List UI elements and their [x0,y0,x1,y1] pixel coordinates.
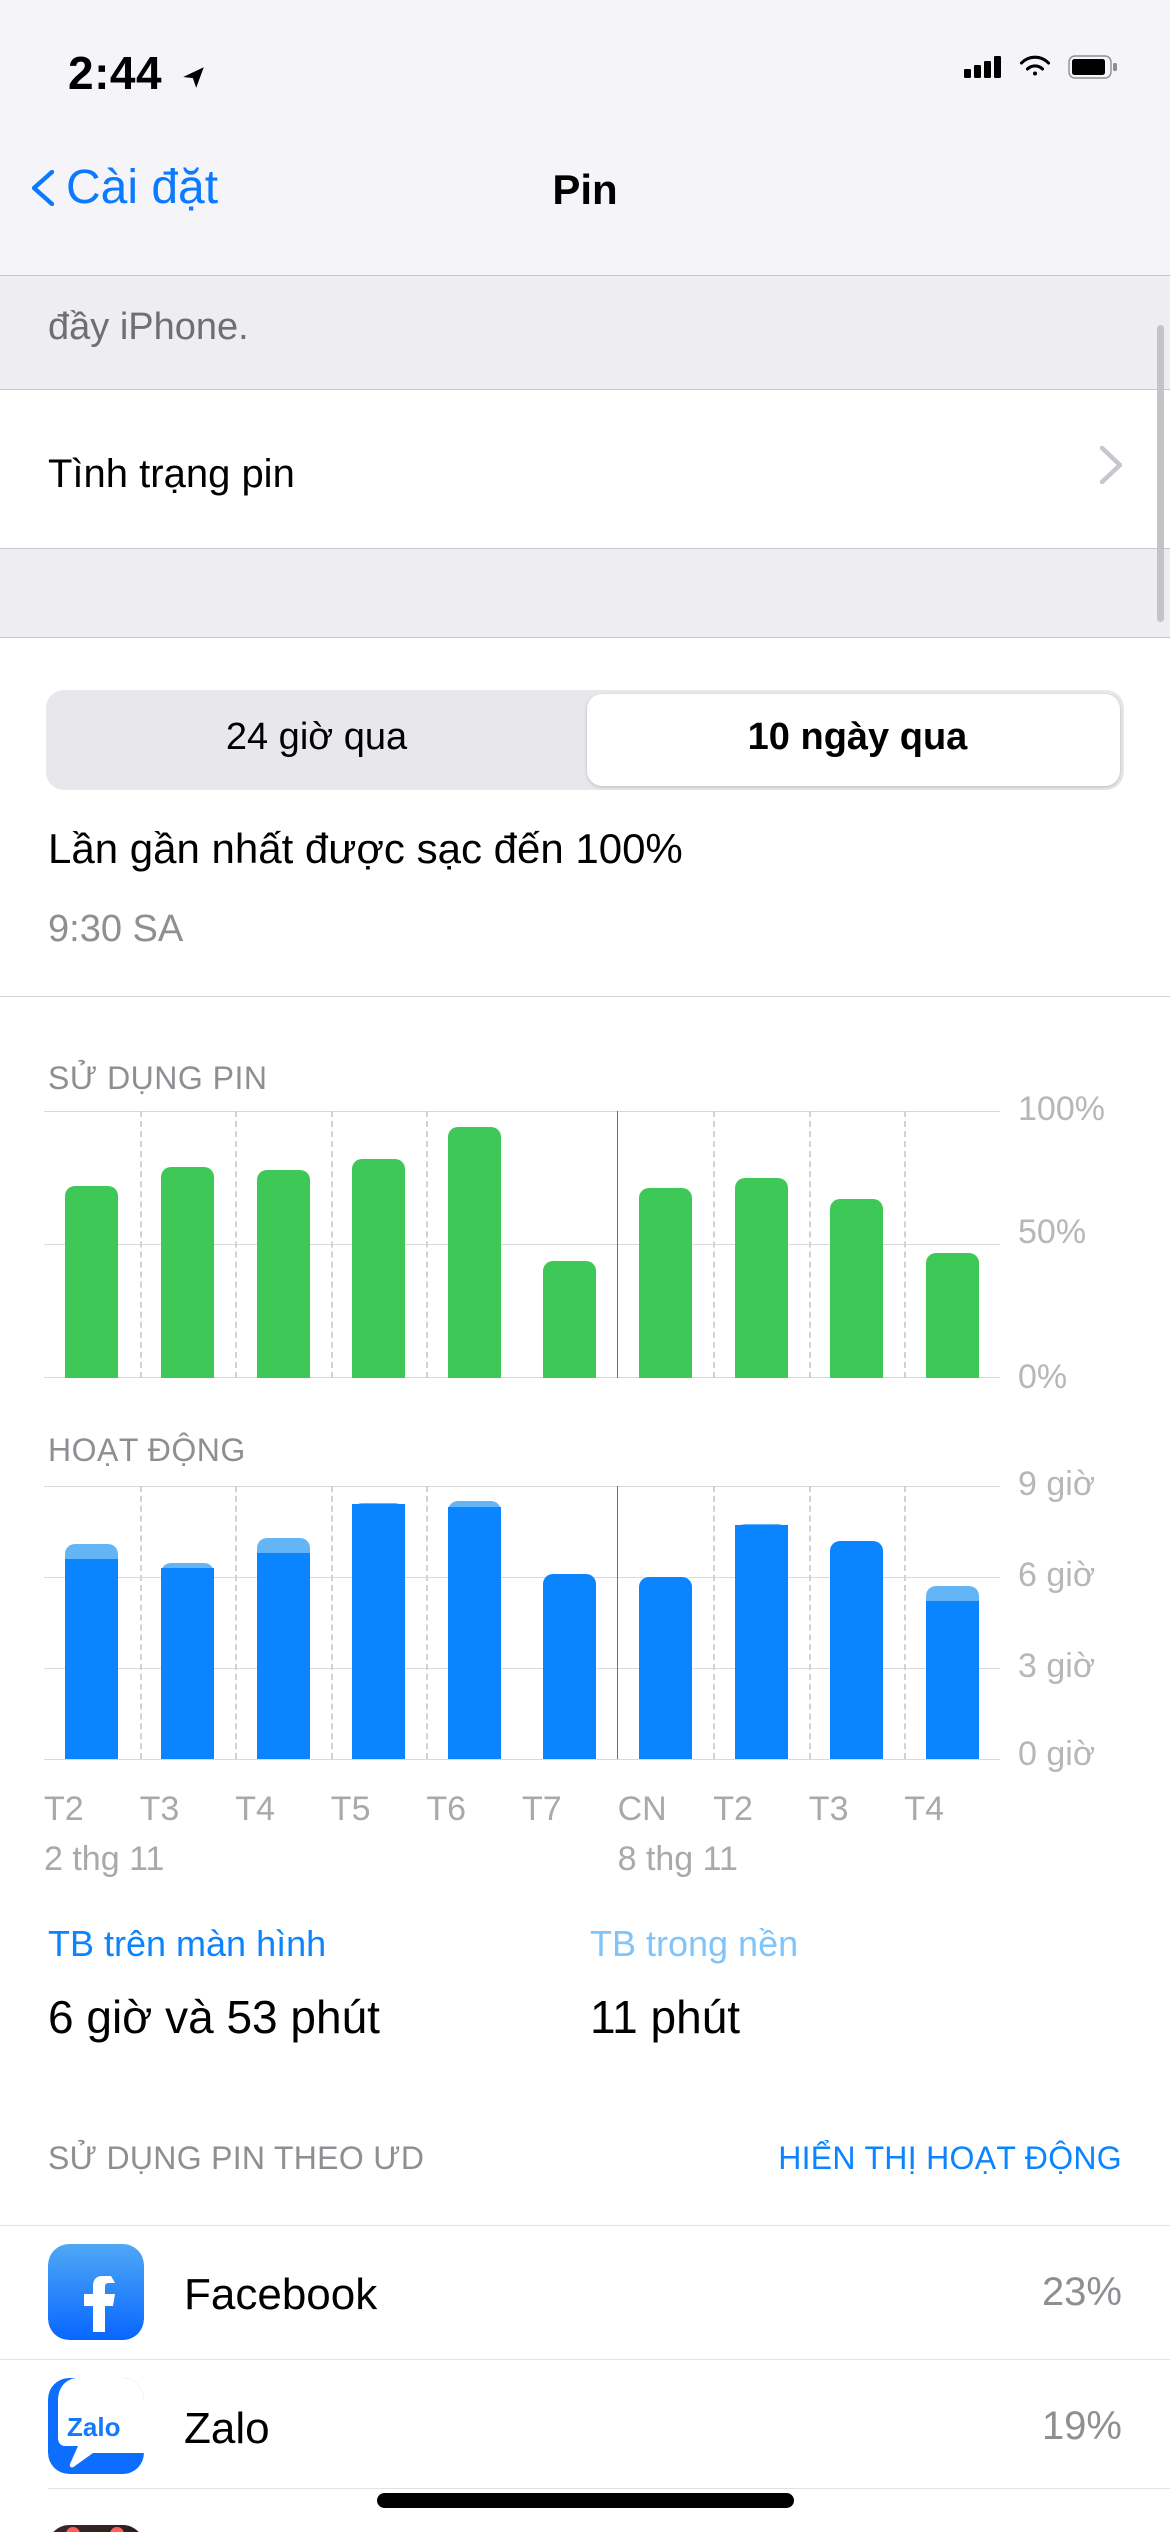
svg-text:Zalo: Zalo [67,2412,120,2442]
